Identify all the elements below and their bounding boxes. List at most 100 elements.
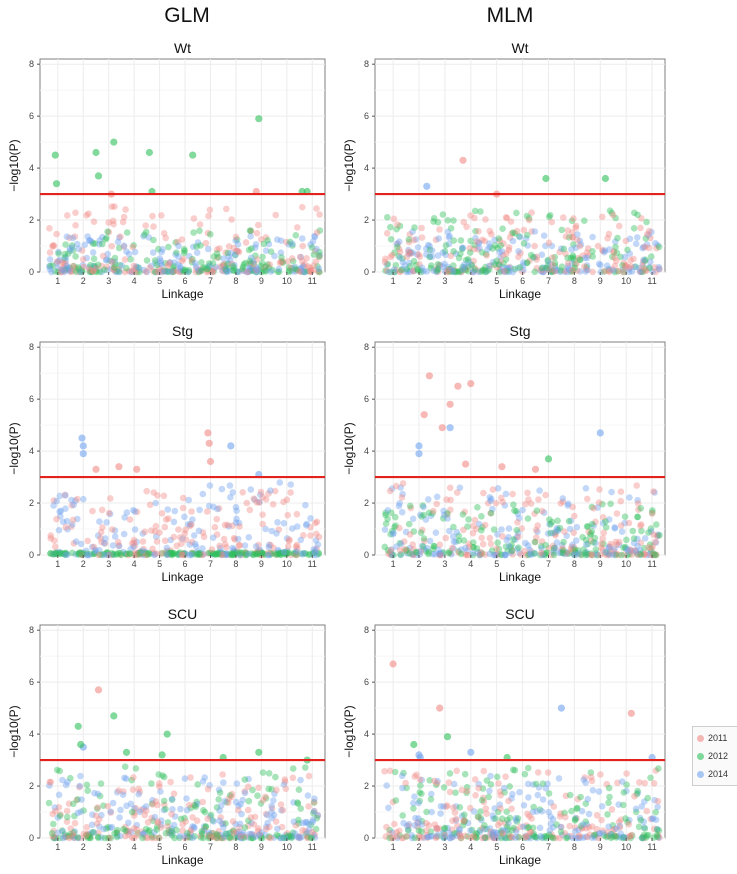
point-2011 [72,209,79,216]
point-2014 [54,549,62,557]
point-2014 [181,833,188,840]
highlight-point-2012 [601,174,610,183]
point-2011 [236,523,243,530]
point-2011 [599,213,606,221]
point-2014 [237,800,244,808]
point-2012 [472,227,479,235]
point-2014 [220,779,227,786]
highlight-point-2014 [467,748,475,756]
point-2014 [505,268,513,276]
point-2014 [536,824,544,832]
point-2014 [439,263,447,271]
point-2011 [105,509,113,517]
point-2014 [520,823,527,830]
point-2011 [653,244,660,252]
point-2014 [54,264,62,272]
point-2011 [305,803,312,810]
point-2011 [75,268,82,276]
point-2012 [477,208,484,215]
point-2011 [549,254,556,261]
point-2012 [137,549,145,556]
point-2012 [450,217,457,224]
point-2014 [470,267,477,275]
point-2014 [302,501,309,509]
y-tick-label: 8 [29,59,34,69]
point-2012 [462,266,469,274]
point-2012 [62,550,70,557]
point-2011 [443,496,450,503]
point-2012 [136,268,143,276]
x-tick-label: 2 [417,276,422,286]
point-2011 [205,268,212,275]
point-2012 [620,268,627,276]
point-2011 [470,268,477,276]
point-2014 [210,503,217,511]
point-2012 [491,242,499,249]
point-2012 [511,265,518,273]
point-2012 [169,268,176,275]
point-2014 [576,237,584,245]
point-2011 [299,242,307,250]
point-2014 [579,821,587,828]
point-2012 [546,212,554,219]
point-2014 [601,248,608,256]
point-2014 [456,825,463,833]
point-2014 [520,266,527,274]
point-2012 [646,264,653,272]
point-2012 [297,550,305,557]
point-2014 [69,234,77,242]
point-2014 [102,256,110,264]
point-2011 [651,264,658,271]
point-2011 [281,776,289,783]
point-2014 [598,803,606,810]
point-2012 [414,266,421,273]
point-2014 [403,268,410,276]
point-2011 [394,240,402,247]
highlight-point-2012 [145,148,153,157]
point-2014 [56,492,64,500]
point-2014 [559,495,567,502]
point-2014 [289,525,296,532]
point-2011 [433,500,441,508]
point-2011 [265,490,272,497]
x-tick-label: 8 [233,276,238,286]
point-2012 [164,268,172,275]
point-2012 [104,549,111,556]
point-2011 [515,533,522,541]
point-2014 [547,813,554,820]
point-2014 [190,243,197,251]
point-2011 [160,230,168,237]
point-2014 [486,240,493,247]
point-2014 [62,265,70,273]
point-2014 [621,834,628,841]
point-2014 [564,268,571,276]
highlight-point-2012 [52,180,61,188]
point-2011 [398,494,406,501]
point-2014 [652,240,659,247]
point-2012 [387,223,394,231]
point-2014 [99,233,106,241]
point-2012 [420,535,428,542]
point-2014 [64,551,71,558]
point-2011 [223,544,230,551]
point-2012 [103,550,110,557]
point-2014 [136,808,143,816]
point-2011 [71,233,79,240]
point-2014 [159,246,166,253]
point-2014 [89,249,97,256]
point-2011 [121,256,129,263]
point-2011 [272,211,280,219]
point-2014 [522,539,529,547]
point-2012 [146,550,153,558]
point-2014 [290,818,298,825]
point-2012 [245,797,253,805]
point-2011 [300,263,307,270]
point-2012 [101,266,108,274]
point-2011 [253,499,261,506]
point-2012 [123,550,130,558]
point-2011 [166,259,174,266]
point-2011 [388,251,396,259]
point-2011 [394,221,401,228]
point-2012 [141,231,148,238]
point-2011 [269,501,277,508]
